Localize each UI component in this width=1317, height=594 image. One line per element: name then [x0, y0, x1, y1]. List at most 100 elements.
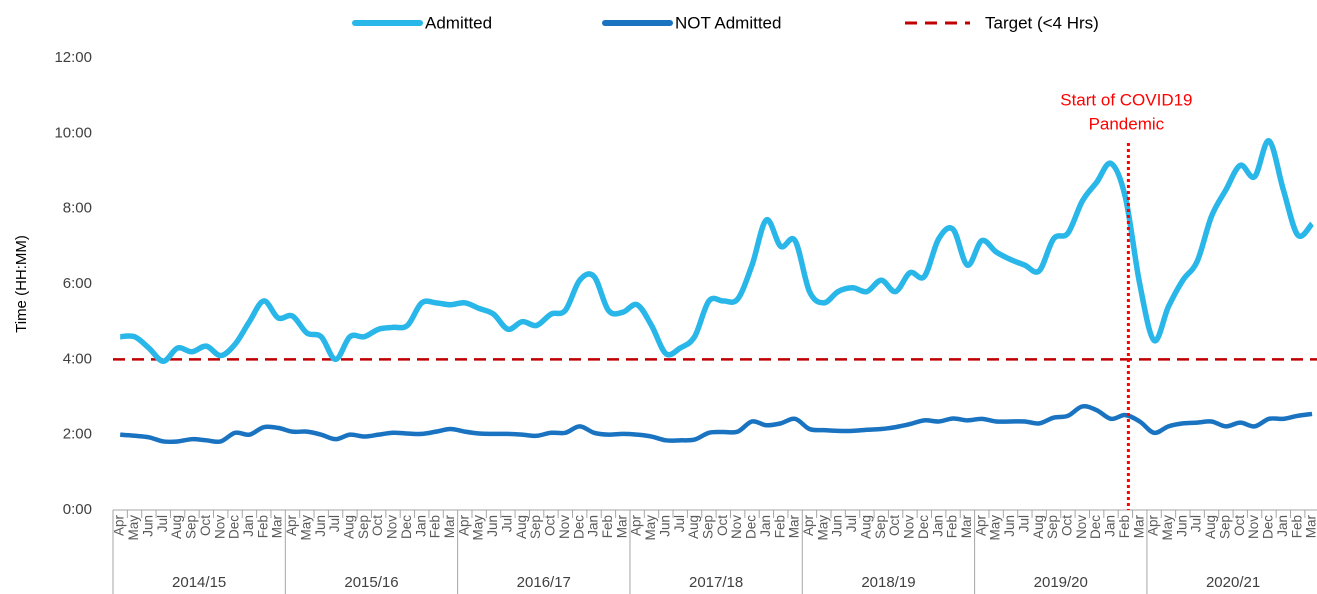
x-tick-label: May: [643, 515, 658, 541]
x-tick-label: Jun: [1002, 515, 1017, 537]
annotation-text: Pandemic: [1089, 114, 1165, 133]
annotation-text: Start of COVID19: [1060, 90, 1192, 109]
x-tick-label: Apr: [1146, 515, 1161, 537]
x-tick-label: Dec: [916, 515, 931, 539]
group-label: 2015/16: [344, 574, 398, 591]
x-tick-label: Nov: [902, 515, 917, 539]
group-label: 2019/20: [1034, 574, 1088, 591]
x-tick-label: Feb: [945, 515, 960, 538]
x-tick-label: Feb: [772, 515, 787, 538]
y-tick-label: 8:00: [63, 200, 92, 217]
legend-label: NOT Admitted: [675, 13, 781, 32]
x-tick-label: Mar: [1304, 514, 1317, 538]
x-tick-label: Sep: [184, 515, 199, 539]
x-tick-label: Oct: [370, 515, 385, 536]
x-tick-label: Jul: [155, 515, 170, 532]
x-tick-label: Jul: [1016, 515, 1031, 532]
x-tick-label: Mar: [442, 514, 457, 538]
x-tick-label: Feb: [255, 515, 270, 538]
x-tick-label: Jun: [485, 515, 500, 537]
x-tick-label: Feb: [600, 515, 615, 538]
x-tick-label: Nov: [729, 515, 744, 539]
x-tick-label: Dec: [1088, 515, 1103, 539]
x-tick-label: Jan: [241, 515, 256, 537]
group-label: 2017/18: [689, 574, 743, 591]
x-tick-label: Nov: [557, 515, 572, 539]
x-tick-label: Aug: [342, 515, 357, 539]
x-tick-label: Jul: [499, 515, 514, 532]
x-tick-label: Apr: [112, 515, 127, 537]
x-tick-label: Jun: [830, 515, 845, 537]
x-tick-label: Jan: [1103, 515, 1118, 537]
x-tick-label: Feb: [1117, 515, 1132, 538]
x-tick-label: Apr: [973, 515, 988, 537]
x-tick-label: May: [988, 515, 1003, 541]
x-tick-label: Nov: [1074, 515, 1089, 539]
x-tick-label: Nov: [212, 515, 227, 539]
x-tick-label: Apr: [629, 515, 644, 537]
x-tick-label: Jun: [657, 515, 672, 537]
x-tick-label: May: [1160, 515, 1175, 541]
x-tick-label: Mar: [787, 514, 802, 538]
series-line: [119, 138, 1315, 364]
x-tick-label: Aug: [858, 515, 873, 539]
x-tick-label: Dec: [399, 515, 414, 539]
x-tick-label: Jun: [140, 515, 155, 537]
x-tick-label: Aug: [1031, 515, 1046, 539]
x-tick-label: Sep: [1045, 515, 1060, 539]
x-tick-label: Sep: [701, 515, 716, 539]
group-label: 2020/21: [1206, 574, 1260, 591]
y-tick-label: 0:00: [63, 501, 92, 518]
x-tick-label: Mar: [959, 514, 974, 538]
x-tick-label: Aug: [686, 515, 701, 539]
x-tick-label: Jan: [930, 515, 945, 537]
x-tick-label: Apr: [456, 515, 471, 537]
x-tick-label: Nov: [385, 515, 400, 539]
x-tick-label: Mar: [1131, 514, 1146, 538]
x-tick-label: Dec: [571, 515, 586, 539]
x-tick-label: May: [815, 515, 830, 541]
x-tick-label: May: [126, 515, 141, 541]
x-tick-label: Oct: [715, 515, 730, 536]
group-label: 2018/19: [861, 574, 915, 591]
x-tick-label: Aug: [169, 515, 184, 539]
x-tick-label: Feb: [1289, 515, 1304, 538]
x-tick-label: Jul: [672, 515, 687, 532]
group-label: 2014/15: [172, 574, 226, 591]
x-tick-label: Sep: [873, 515, 888, 539]
y-tick-label: 12:00: [54, 49, 92, 66]
x-tick-label: Oct: [1232, 515, 1247, 536]
series-line: [120, 403, 1313, 445]
x-tick-label: Jan: [413, 515, 428, 537]
x-tick-label: May: [471, 515, 486, 541]
x-tick-label: Dec: [744, 515, 759, 539]
x-tick-label: May: [298, 515, 313, 541]
x-tick-label: Jan: [758, 515, 773, 537]
y-tick-label: 10:00: [54, 124, 92, 141]
x-tick-label: Jul: [844, 515, 859, 532]
x-tick-label: Oct: [1060, 515, 1075, 536]
x-tick-label: Apr: [801, 515, 816, 537]
x-tick-label: Jul: [327, 515, 342, 532]
x-tick-label: Mar: [270, 514, 285, 538]
x-tick-label: Sep: [528, 515, 543, 539]
group-label: 2016/17: [517, 574, 571, 591]
x-tick-label: Jan: [586, 515, 601, 537]
legend-label: Admitted: [425, 13, 492, 32]
x-tick-label: Dec: [1261, 515, 1276, 539]
x-tick-label: Feb: [428, 515, 443, 538]
legend-label: Target (<4 Hrs): [985, 13, 1099, 32]
x-tick-label: Mar: [614, 514, 629, 538]
x-tick-label: Dec: [227, 515, 242, 539]
x-tick-label: Oct: [543, 515, 558, 536]
y-tick-label: 2:00: [63, 426, 92, 443]
x-tick-label: Aug: [1203, 515, 1218, 539]
x-tick-label: Jun: [313, 515, 328, 537]
x-tick-label: Nov: [1246, 515, 1261, 539]
y-tick-label: 4:00: [63, 350, 92, 367]
x-tick-label: Jul: [1189, 515, 1204, 532]
y-axis-title: Time (HH:MM): [13, 235, 30, 333]
x-tick-label: Oct: [887, 515, 902, 536]
x-tick-label: Apr: [284, 515, 299, 537]
